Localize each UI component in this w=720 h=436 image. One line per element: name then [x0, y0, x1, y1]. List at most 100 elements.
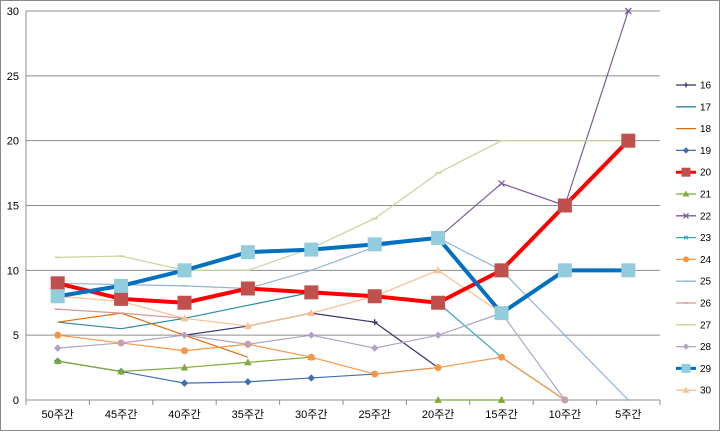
legend-item-19: 19	[676, 146, 712, 157]
legend-label: 17	[700, 102, 712, 113]
legend-item-23: 23	[676, 233, 712, 244]
point-20	[557, 198, 572, 213]
legend-swatch-marker	[682, 190, 690, 197]
point-28	[244, 340, 252, 348]
point-21	[434, 395, 442, 403]
point-29	[431, 230, 446, 245]
point-20	[50, 276, 65, 291]
legend-label: 23	[700, 233, 712, 244]
series-lines	[50, 7, 636, 404]
legend-item-18: 18	[676, 124, 712, 135]
x-tick-label: 35주간	[232, 408, 264, 421]
point-20	[240, 281, 255, 296]
point-28	[180, 331, 189, 339]
legend-item-28: 28	[676, 342, 712, 353]
y-tick-label: 5	[13, 330, 19, 342]
point-19	[307, 374, 316, 382]
x-tick-label: 10주간	[549, 408, 581, 421]
point-20	[431, 295, 446, 310]
axes: 0 5 10 15 20 25 30 50주간 45주간 40주간 35주간 30주간 25주간 20주간…	[7, 6, 661, 421]
point-20	[114, 291, 129, 306]
series-20	[50, 133, 636, 310]
point-24	[307, 353, 315, 361]
point-30	[307, 309, 316, 317]
legend-label: 28	[700, 342, 712, 353]
legend: 16 17 18 19 20 21 22 23 24 25 26 27 28 29 30	[676, 81, 712, 397]
series-28	[53, 309, 569, 404]
point-20	[367, 289, 382, 304]
point-21	[497, 395, 506, 403]
legend-item-17: 17	[676, 102, 712, 113]
legend-label: 18	[700, 124, 712, 135]
point-29	[621, 263, 636, 278]
series-line-25	[57, 237, 629, 401]
series-line-30	[57, 269, 502, 327]
legend-label: 27	[700, 320, 712, 331]
point-28	[117, 339, 125, 347]
point-29	[240, 245, 255, 260]
legend-item-29: 29	[676, 363, 712, 375]
legend-label: 29	[700, 364, 712, 375]
y-tick-label: 25	[7, 71, 19, 83]
series-line-18	[57, 312, 249, 358]
legend-item-24: 24	[676, 255, 712, 266]
y-tick-label: 20	[7, 136, 19, 148]
legend-label: 22	[700, 211, 712, 222]
point-29	[177, 263, 192, 278]
legend-swatch-marker	[681, 363, 691, 373]
series-line-22	[437, 10, 629, 239]
point-20	[177, 295, 192, 310]
series-line-27	[57, 140, 629, 271]
legend-item-22: 22	[676, 211, 712, 222]
series-line-20	[57, 139, 630, 305]
y-tick-label: 0	[13, 395, 19, 407]
point-20	[494, 263, 509, 278]
legend-item-27: 27	[676, 320, 712, 331]
x-tick-label: 45주간	[105, 408, 137, 421]
point-21	[117, 367, 125, 375]
point-19	[244, 378, 252, 386]
point-22	[498, 179, 505, 187]
point-29	[367, 237, 382, 252]
legend-label: 24	[700, 255, 712, 266]
legend-label: 26	[700, 299, 712, 310]
legend-item-21: 21	[676, 190, 712, 201]
legend-label: 20	[700, 168, 712, 179]
gridlines	[26, 10, 660, 336]
point-21	[244, 358, 252, 366]
x-tick-label: 50주간	[41, 408, 73, 421]
y-tick-label: 30	[7, 6, 19, 18]
series-line-29	[57, 235, 629, 316]
point-28	[370, 344, 379, 352]
point-28	[561, 396, 569, 404]
legend-item-16: 16	[676, 81, 712, 92]
point-29	[557, 263, 572, 278]
legend-swatch-marker	[683, 256, 689, 263]
point-28	[307, 331, 316, 339]
legend-swatch-marker	[683, 82, 689, 88]
point-29	[114, 278, 129, 293]
x-tick-label: 15주간	[485, 408, 517, 421]
y-tick-label: 15	[7, 201, 19, 213]
point-20	[621, 133, 636, 148]
legend-label: 25	[700, 277, 712, 288]
point-21	[53, 357, 62, 364]
legend-label: 21	[700, 190, 712, 201]
point-16	[371, 319, 378, 326]
point-29	[50, 289, 65, 304]
legend-item-20: 20	[676, 167, 712, 179]
point-28	[53, 344, 62, 352]
y-tick-label: 10	[7, 265, 19, 277]
point-24	[498, 353, 505, 361]
x-tick-label: 5주간	[615, 408, 641, 421]
series-29	[50, 230, 636, 321]
point-30	[434, 266, 442, 274]
point-30	[244, 322, 252, 329]
x-tick-label: 40주간	[168, 408, 200, 421]
point-24	[371, 370, 379, 378]
legend-item-26: 26	[676, 299, 712, 310]
legend-item-25: 25	[676, 277, 712, 288]
legend-swatch-marker	[681, 167, 691, 177]
